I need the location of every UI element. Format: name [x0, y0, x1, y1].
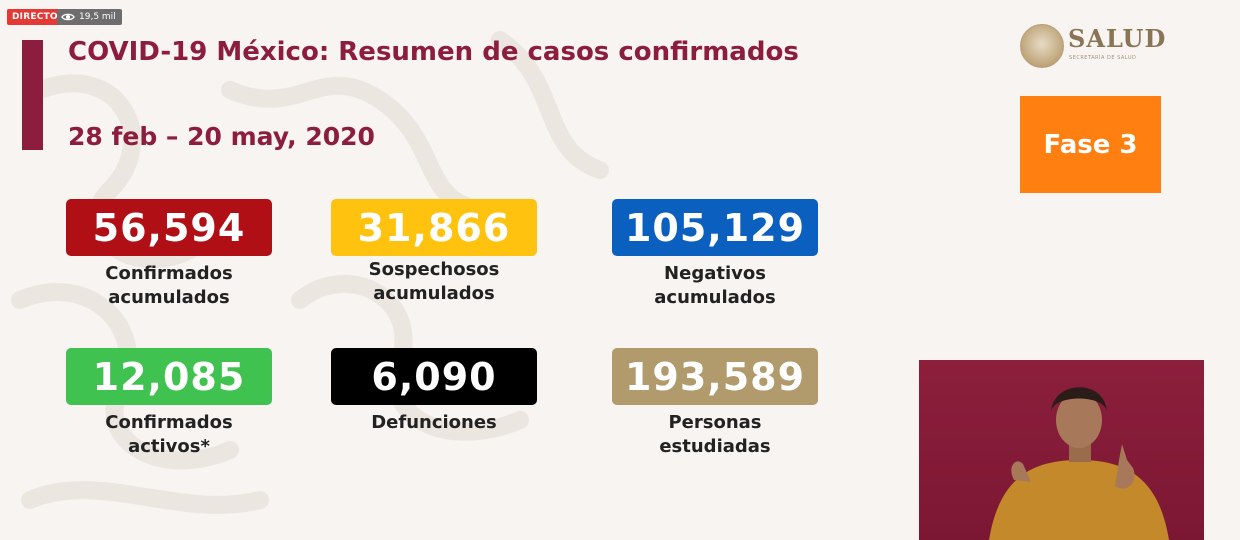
stat-label-line1: Confirmados — [105, 412, 233, 433]
stat-negative-cumulative: 105,129 Negativos acumulados — [612, 199, 818, 310]
stat-label-line2: estudiadas — [659, 436, 771, 457]
page-title: COVID-19 México: Resumen de casos confir… — [68, 37, 799, 67]
salud-logo: SALUD SECRETARÍA DE SALUD — [1018, 22, 1168, 72]
stat-deaths: 6,090 Defunciones — [331, 348, 537, 435]
sign-language-interpreter-video — [919, 360, 1204, 540]
stat-label: Defunciones — [331, 411, 537, 435]
stat-label-line1: Negativos — [664, 263, 766, 284]
stat-value-box: 12,085 — [66, 348, 272, 405]
live-badge: DIRECTO — [7, 9, 63, 25]
stat-label-line2: activos* — [128, 436, 210, 457]
coat-of-arms-icon — [1020, 24, 1064, 68]
stat-confirmed-cumulative: 56,594 Confirmados acumulados — [66, 199, 272, 310]
interpreter-figure — [989, 387, 1169, 540]
stat-value-box: 56,594 — [66, 199, 272, 256]
stat-label-line1: Confirmados — [105, 263, 233, 284]
title-accent-bar — [22, 40, 43, 150]
stat-label: Personas estudiadas — [612, 411, 818, 459]
stat-label-line1: Sospechosos — [368, 259, 500, 280]
stat-value-box: 105,129 — [612, 199, 818, 256]
viewer-count-text: 19,5 mil — [79, 12, 116, 22]
stat-label: Confirmados acumulados — [66, 262, 272, 310]
viewer-count: 19,5 mil — [57, 9, 122, 25]
eye-icon — [61, 13, 75, 21]
stat-label-line1: Personas — [668, 412, 762, 433]
stat-value-box: 193,589 — [612, 348, 818, 405]
logo-subtitle: SECRETARÍA DE SALUD — [1069, 55, 1137, 61]
stat-confirmed-active: 12,085 Confirmados activos* — [66, 348, 272, 459]
date-range: 28 feb – 20 may, 2020 — [68, 122, 375, 151]
stat-label: Sospechosos acumulados — [331, 258, 537, 306]
stat-value-box: 31,866 — [331, 199, 537, 256]
stat-label-line1: Defunciones — [371, 412, 497, 433]
stat-label-line2: acumulados — [108, 287, 230, 308]
stat-people-studied: 193,589 Personas estudiadas — [612, 348, 818, 459]
logo-text: SALUD — [1068, 24, 1167, 53]
stat-label: Confirmados activos* — [66, 411, 272, 459]
stat-label-line2: acumulados — [654, 287, 776, 308]
stat-label: Negativos acumulados — [612, 262, 818, 310]
stat-suspected-cumulative: 31,866 Sospechosos acumulados — [331, 199, 537, 306]
stat-label-line2: acumulados — [373, 283, 495, 304]
stat-value-box: 6,090 — [331, 348, 537, 405]
phase-badge: Fase 3 — [1020, 96, 1161, 193]
background-pattern — [11, 31, 609, 514]
